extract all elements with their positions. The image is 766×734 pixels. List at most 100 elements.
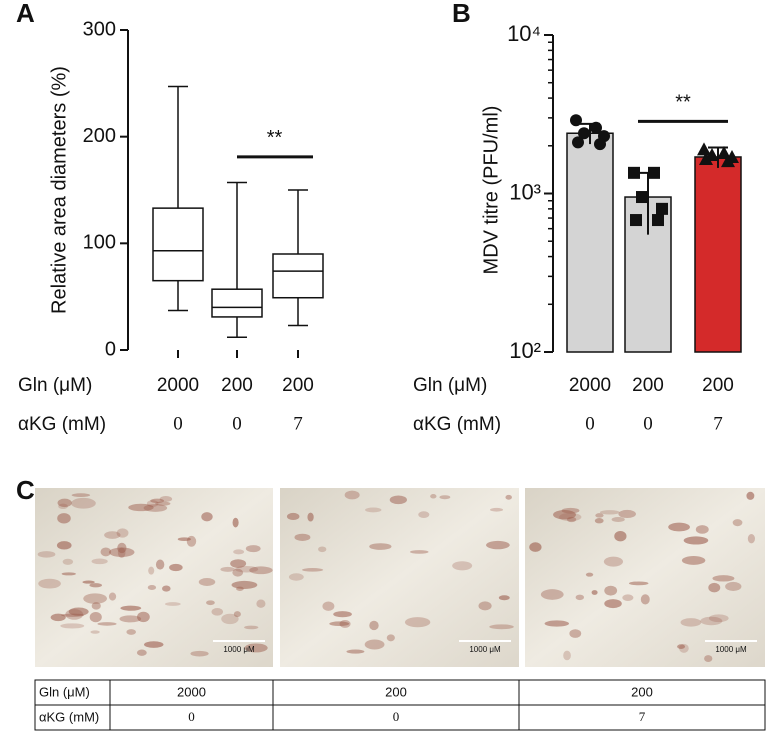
cell-stain [155, 559, 165, 570]
y-axis-label: MDV titre (PFU/ml) [480, 106, 502, 275]
cell-stain [369, 543, 392, 550]
row-label: Gln (μM) [413, 375, 487, 396]
table-cell [518, 704, 766, 731]
cell-stain [329, 621, 350, 627]
table-cell-text: 200 [631, 684, 653, 699]
cell-stain [618, 509, 636, 519]
cell-stain [668, 522, 690, 532]
cell-stain [97, 622, 117, 626]
cell-stain [318, 546, 327, 553]
data-point [699, 152, 713, 166]
cell-stain [61, 613, 85, 617]
cell-stain [575, 594, 585, 601]
cell-stain [37, 551, 56, 558]
y-axis-label: Relative area diameters (%) [48, 66, 70, 314]
cell-stain [68, 607, 89, 616]
cell-stain [409, 550, 429, 554]
cell-stain [452, 561, 473, 571]
cell-stain [346, 649, 365, 654]
cell-stain [307, 512, 314, 522]
cell-stain [430, 494, 437, 499]
cell-stain [169, 563, 183, 572]
x-tick-label: 2000 [157, 375, 199, 396]
cell-stain [58, 503, 68, 509]
cell-stain [230, 559, 247, 568]
scale-bar-label: 1000 μM [469, 645, 501, 654]
data-point [578, 127, 590, 140]
data-point [648, 166, 660, 179]
cell-stain [221, 613, 239, 625]
cell-stain [559, 512, 582, 522]
box [211, 288, 263, 318]
cell-stain [604, 585, 618, 596]
x-tick-label: 0 [173, 413, 183, 434]
cell-stain [38, 578, 61, 589]
data-point [697, 142, 711, 156]
y-tick-label: 100 [83, 232, 116, 254]
cell-stain [65, 609, 84, 620]
cell-stain [256, 599, 266, 608]
micrograph [35, 488, 273, 667]
y-tick-label: 0 [105, 338, 116, 360]
significance-label: ** [675, 92, 691, 114]
cell-stain [333, 611, 352, 618]
cell-stain [603, 556, 624, 567]
cell-stain [150, 498, 165, 504]
data-point [652, 214, 664, 227]
cell-stain [117, 542, 127, 554]
y-tick-label: 10⁴ [507, 21, 541, 46]
cell-stain [245, 545, 261, 553]
cell-stain [679, 643, 689, 653]
x-tick-label: 0 [585, 413, 595, 434]
cell-stain [505, 494, 512, 500]
y-tick-label: 200 [83, 125, 116, 147]
cell-stain [611, 517, 625, 523]
cell-stain [100, 547, 112, 557]
x-tick-label: 0 [643, 413, 653, 434]
cell-stain [544, 620, 570, 627]
cell-stain [233, 549, 245, 555]
cell-stain [146, 500, 159, 508]
cell-stain [695, 525, 709, 534]
x-tick-label: 7 [293, 413, 303, 434]
panel-label: B [452, 0, 471, 28]
cell-stain [82, 580, 95, 584]
cell-stain [640, 594, 650, 605]
cell-stain [418, 511, 430, 519]
cell-stain [732, 519, 743, 527]
cell-stain [604, 599, 622, 609]
cell-stain [490, 507, 504, 512]
cell-stain [712, 575, 735, 582]
cell-stain [725, 581, 742, 591]
x-tick-label: 200 [221, 375, 253, 396]
cell-stain [71, 493, 91, 497]
cell-stain [622, 594, 634, 601]
cell-stain [681, 556, 706, 565]
cell-stain [128, 503, 154, 512]
row-label: αKG (mM) [18, 414, 106, 435]
cell-stain [628, 581, 649, 586]
cell-stain [294, 533, 311, 541]
cell-stain [56, 541, 72, 550]
data-point [636, 191, 648, 204]
cell-stain [677, 644, 686, 649]
cell-stain [91, 602, 101, 610]
data-point [656, 202, 668, 215]
table-cell-text: 0 [393, 709, 400, 724]
data-point [628, 166, 640, 179]
cell-stain [186, 535, 197, 547]
cell-stain [489, 624, 514, 630]
cell-stain [585, 572, 594, 577]
box [152, 207, 204, 282]
cell-stain [108, 547, 135, 557]
cell-stain [486, 540, 510, 550]
data-point [572, 136, 584, 149]
cell-stain [155, 501, 171, 506]
cell-stain [89, 611, 102, 623]
cell-stain [231, 580, 258, 589]
cell-stain [116, 528, 129, 538]
cell-stain [595, 513, 604, 518]
panel-label: A [16, 0, 35, 28]
cell-stain [365, 507, 382, 513]
